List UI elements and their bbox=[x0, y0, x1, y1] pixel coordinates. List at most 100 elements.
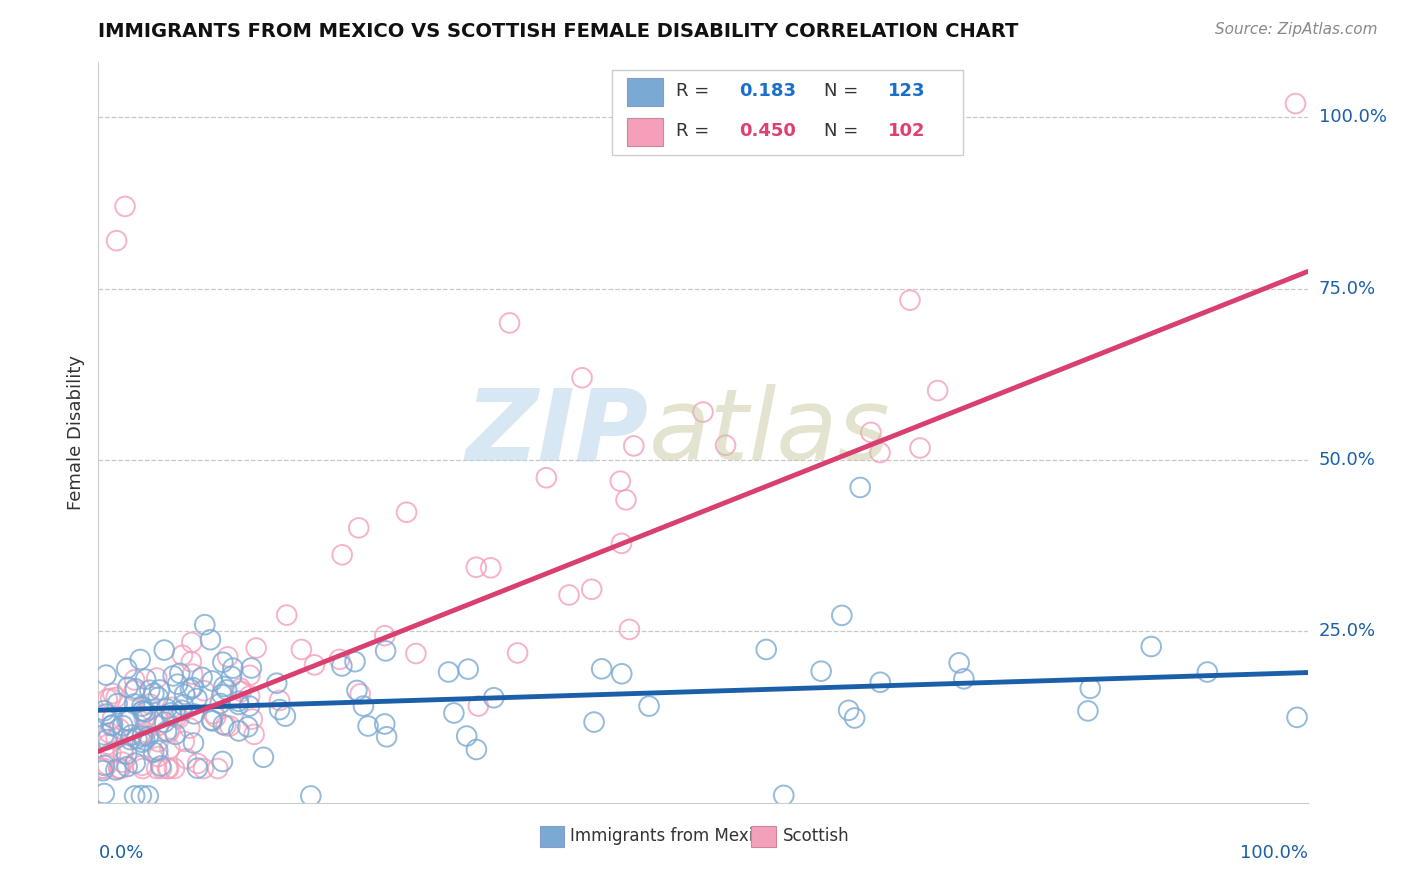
Point bbox=[375, 730, 398, 744]
Point bbox=[239, 689, 262, 703]
Text: 100.0%: 100.0% bbox=[1240, 844, 1308, 862]
Text: Scottish: Scottish bbox=[783, 827, 849, 845]
Point bbox=[93, 762, 115, 776]
Point bbox=[105, 697, 128, 711]
Point bbox=[93, 728, 115, 742]
Point bbox=[191, 670, 214, 684]
Text: N =: N = bbox=[824, 122, 863, 140]
Point bbox=[166, 710, 188, 724]
Point bbox=[100, 691, 122, 706]
Point bbox=[155, 702, 177, 716]
Point bbox=[160, 708, 183, 723]
Point bbox=[849, 480, 872, 494]
Point bbox=[236, 720, 259, 734]
Point bbox=[859, 425, 882, 440]
Point bbox=[181, 667, 204, 681]
Point bbox=[129, 652, 152, 666]
Point bbox=[96, 692, 118, 706]
Point bbox=[228, 694, 250, 708]
Point bbox=[838, 703, 860, 717]
Point bbox=[187, 756, 209, 771]
Point bbox=[193, 683, 215, 698]
Point bbox=[482, 690, 505, 705]
Point bbox=[96, 757, 118, 772]
Point bbox=[162, 669, 184, 683]
Point bbox=[148, 690, 170, 705]
Point bbox=[465, 742, 488, 756]
Text: 123: 123 bbox=[889, 82, 925, 100]
Point bbox=[183, 736, 205, 750]
Point bbox=[181, 681, 204, 695]
Point bbox=[115, 759, 138, 773]
Point bbox=[124, 681, 146, 696]
Point bbox=[240, 712, 263, 726]
Point bbox=[105, 690, 128, 705]
Point bbox=[353, 699, 375, 714]
Point bbox=[115, 713, 138, 727]
Point bbox=[98, 726, 121, 740]
Point bbox=[869, 675, 891, 690]
Point bbox=[122, 683, 145, 698]
Text: 0.450: 0.450 bbox=[740, 122, 796, 140]
Point bbox=[139, 703, 162, 717]
Text: atlas: atlas bbox=[648, 384, 890, 481]
Point bbox=[131, 735, 153, 749]
Bar bbox=[540, 827, 564, 847]
Point bbox=[330, 548, 353, 562]
Point bbox=[112, 742, 135, 756]
Point bbox=[125, 731, 148, 746]
Point bbox=[101, 711, 124, 725]
Bar bbox=[627, 78, 664, 106]
Point bbox=[173, 687, 195, 701]
Point bbox=[240, 661, 263, 675]
Point bbox=[149, 682, 172, 697]
Point bbox=[610, 536, 633, 550]
Point bbox=[506, 646, 529, 660]
Point bbox=[927, 384, 949, 398]
Text: 100.0%: 100.0% bbox=[1319, 108, 1386, 127]
Text: 0.0%: 0.0% bbox=[98, 844, 143, 862]
Point bbox=[94, 707, 117, 722]
Point bbox=[138, 730, 160, 744]
Text: 25.0%: 25.0% bbox=[1319, 623, 1376, 640]
Point bbox=[898, 293, 921, 308]
Point bbox=[173, 734, 195, 748]
Point bbox=[93, 758, 115, 772]
Point bbox=[145, 762, 167, 776]
Point bbox=[209, 697, 232, 711]
Point bbox=[100, 746, 122, 760]
Point bbox=[172, 703, 194, 717]
Point bbox=[609, 474, 631, 488]
Point bbox=[357, 719, 380, 733]
Text: 102: 102 bbox=[889, 122, 925, 140]
Point bbox=[134, 733, 156, 747]
Text: Immigrants from Mexico: Immigrants from Mexico bbox=[569, 827, 773, 845]
Point bbox=[172, 698, 194, 712]
Point bbox=[148, 718, 170, 732]
Point bbox=[204, 710, 226, 724]
Point bbox=[243, 727, 266, 741]
Point bbox=[221, 669, 243, 683]
Point bbox=[186, 761, 208, 775]
Point bbox=[134, 712, 156, 726]
Point bbox=[755, 642, 778, 657]
Point bbox=[222, 661, 245, 675]
Point bbox=[692, 405, 714, 419]
Point bbox=[844, 711, 866, 725]
Point bbox=[558, 588, 581, 602]
Point bbox=[110, 762, 132, 776]
Point bbox=[908, 441, 931, 455]
Point bbox=[97, 737, 120, 751]
Point bbox=[157, 725, 180, 739]
Point bbox=[139, 683, 162, 698]
Point bbox=[217, 649, 239, 664]
Point bbox=[299, 789, 322, 803]
Point bbox=[180, 635, 202, 649]
Point bbox=[228, 698, 250, 712]
Point bbox=[1078, 681, 1101, 696]
Point bbox=[124, 756, 146, 770]
FancyBboxPatch shape bbox=[613, 70, 963, 155]
Point bbox=[120, 732, 142, 747]
Point bbox=[498, 316, 520, 330]
Point bbox=[200, 632, 222, 647]
